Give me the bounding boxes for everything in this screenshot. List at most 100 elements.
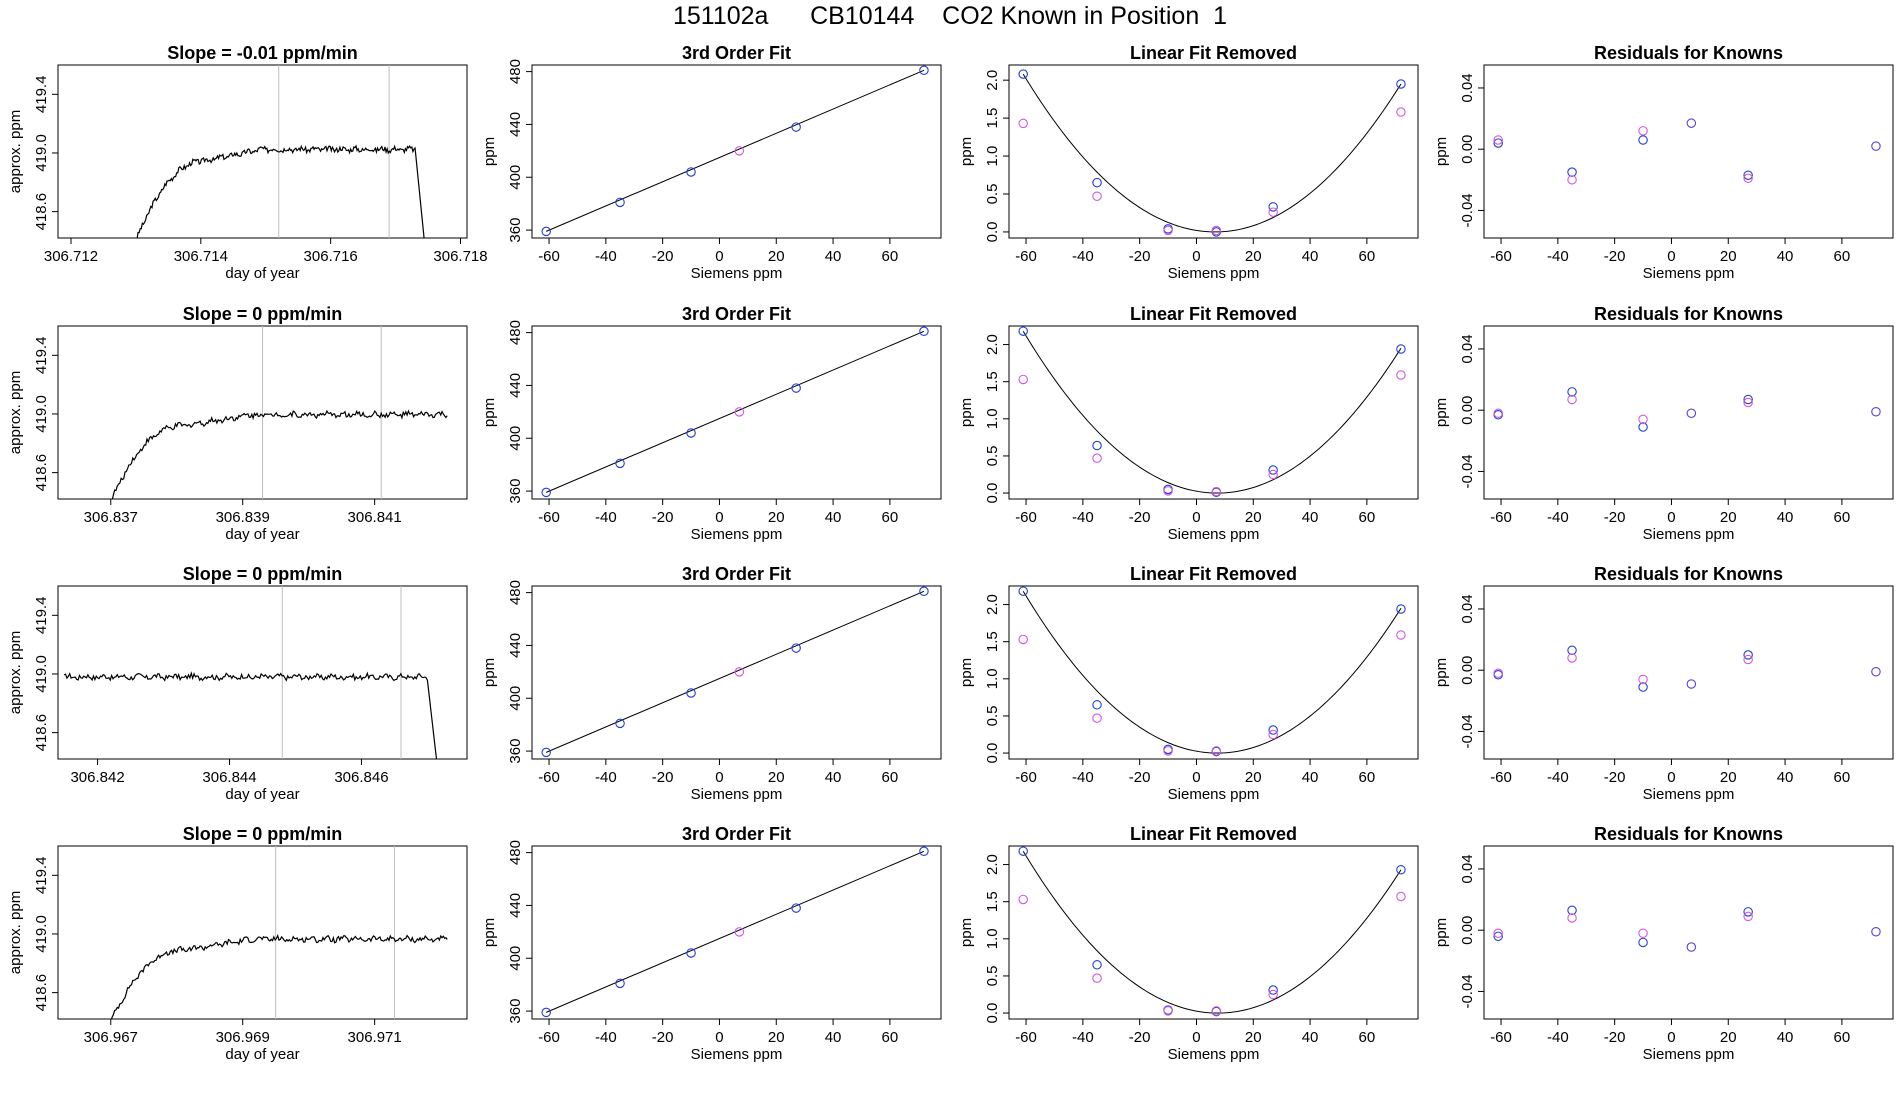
y-tick-label: 0.0 bbox=[984, 222, 1001, 243]
data-point bbox=[1493, 931, 1503, 942]
x-tick-label: 0 bbox=[1667, 1029, 1675, 1046]
data-point bbox=[1743, 911, 1753, 922]
data-point bbox=[1686, 408, 1697, 419]
x-tick-label: 306.712 bbox=[44, 248, 98, 265]
x-tick-label: 40 bbox=[1777, 248, 1794, 265]
y-tick-label: 1.0 bbox=[984, 928, 1001, 949]
y-tick-label: 0.00 bbox=[1459, 656, 1476, 685]
chart-title: Slope = -0.01 ppm/min bbox=[167, 43, 358, 63]
x-tick-label: -60 bbox=[1490, 769, 1512, 786]
data-point bbox=[1743, 170, 1753, 180]
data-point bbox=[615, 978, 625, 989]
x-axis-label: Siemens ppm bbox=[1643, 1046, 1735, 1063]
y-tick-label: 0.00 bbox=[1459, 916, 1476, 945]
x-tick-label: 0 bbox=[715, 509, 723, 526]
x-tick-label: 306.714 bbox=[174, 248, 228, 265]
x-tick-label: 20 bbox=[768, 769, 785, 786]
data-point bbox=[1743, 173, 1753, 184]
chart-fit-row-3: 3rd Order Fit -60 -40 -20 0 20 40 60 Siemens ppm… bbox=[481, 824, 942, 1063]
x-tick-label: 60 bbox=[882, 509, 899, 526]
x-axis-label: Siemens ppm bbox=[1643, 786, 1735, 803]
x-tick-label: 60 bbox=[882, 248, 899, 265]
x-tick-label: -20 bbox=[652, 769, 674, 786]
data-point bbox=[1567, 387, 1577, 397]
data-point bbox=[1638, 414, 1648, 425]
fit-curve bbox=[1022, 850, 1402, 1014]
plot-frame bbox=[531, 64, 942, 239]
y-tick-label: 480 bbox=[507, 580, 524, 605]
x-tick-label: 306.837 bbox=[84, 509, 138, 526]
y-tick-label: 2.0 bbox=[984, 854, 1001, 875]
data-point bbox=[734, 667, 745, 677]
data-point bbox=[1493, 138, 1503, 148]
chart-title: Linear Fit Removed bbox=[1130, 43, 1297, 63]
data-point bbox=[734, 407, 745, 417]
data-point bbox=[919, 586, 929, 597]
x-tick-label: 306.846 bbox=[334, 769, 388, 786]
data-point bbox=[1018, 374, 1028, 385]
x-tick-label: -40 bbox=[595, 509, 617, 526]
data-point bbox=[1396, 604, 1406, 614]
x-tick-label: 60 bbox=[1834, 1029, 1851, 1046]
x-axis-label: Siemens ppm bbox=[1643, 265, 1735, 282]
data-point bbox=[1092, 960, 1102, 970]
plot-frame bbox=[1008, 845, 1419, 1020]
y-axis-label: ppm bbox=[481, 398, 498, 427]
chart-title: Slope = 0 ppm/min bbox=[183, 304, 343, 324]
x-tick-label: -60 bbox=[538, 509, 560, 526]
data-point bbox=[1686, 118, 1697, 128]
data-trace-line bbox=[111, 409, 448, 499]
x-tick-label: 20 bbox=[1720, 769, 1737, 786]
data-point bbox=[1567, 913, 1577, 923]
data-point bbox=[1396, 891, 1406, 902]
y-tick-label: 418.6 bbox=[33, 193, 50, 231]
plot-frame bbox=[531, 325, 942, 500]
data-point bbox=[541, 1007, 551, 1018]
x-tick-label: 40 bbox=[1302, 769, 1319, 786]
plot-frame bbox=[1483, 585, 1894, 760]
x-tick-label: -20 bbox=[1604, 248, 1626, 265]
chart-resid-row-2: Residuals for Knowns -60 -40 -20 0 20 40 60 Siem… bbox=[1433, 564, 1894, 803]
chart-drift-row-0: Slope = -0.01 ppm/min 306.712 306.714 306.7… bbox=[7, 43, 488, 282]
x-tick-label: -40 bbox=[1072, 769, 1094, 786]
x-tick-label: -20 bbox=[1129, 509, 1151, 526]
y-axis-label: ppm bbox=[1433, 137, 1450, 166]
data-point bbox=[1743, 654, 1753, 665]
y-tick-label: 0.04 bbox=[1459, 73, 1476, 102]
chart-resid-row-1: Residuals for Knowns -60 -40 -20 0 20 40 60 Siem… bbox=[1433, 304, 1894, 543]
x-tick-label: -60 bbox=[1015, 509, 1037, 526]
y-tick-label: 0.5 bbox=[984, 446, 1001, 467]
data-point bbox=[1743, 397, 1753, 408]
x-tick-label: 0 bbox=[1192, 769, 1200, 786]
y-tick-label: 419.0 bbox=[33, 395, 50, 433]
figure-title: 151102a CB10144 CO2 Known in Position 1 bbox=[672, 2, 1228, 30]
data-point bbox=[1211, 1006, 1222, 1016]
y-tick-label: 0.0 bbox=[984, 483, 1001, 504]
chart-linear-row-2: Linear Fit Removed -60 -40 -20 0 20 40 60 Siemen… bbox=[958, 564, 1419, 803]
x-tick-label: 60 bbox=[1359, 1029, 1376, 1046]
chart-resid-row-0: Residuals for Knowns -60 -40 -20 0 20 40 60 Siem… bbox=[1433, 43, 1894, 282]
x-tick-label: 306.969 bbox=[216, 1029, 270, 1046]
x-tick-label: 40 bbox=[1777, 509, 1794, 526]
plot-frame bbox=[531, 585, 942, 760]
data-point bbox=[791, 903, 801, 913]
data-point bbox=[1163, 1006, 1173, 1016]
y-tick-label: 0.00 bbox=[1459, 396, 1476, 425]
data-point bbox=[1018, 69, 1028, 79]
y-tick-label: 440 bbox=[507, 893, 524, 918]
y-tick-label: 1.5 bbox=[984, 631, 1001, 652]
data-trace-line bbox=[111, 933, 448, 1019]
data-point bbox=[1686, 942, 1697, 952]
data-point bbox=[1092, 700, 1102, 710]
y-axis-label: ppm bbox=[481, 658, 498, 687]
data-point bbox=[1638, 682, 1648, 692]
chart-title: Linear Fit Removed bbox=[1130, 304, 1297, 324]
x-axis-label: Siemens ppm bbox=[691, 786, 783, 803]
y-tick-label: 0.04 bbox=[1459, 594, 1476, 623]
x-tick-label: 0 bbox=[1192, 1029, 1200, 1046]
data-point bbox=[1493, 928, 1503, 939]
x-tick-label: 20 bbox=[1720, 509, 1737, 526]
data-trace-line bbox=[63, 671, 438, 759]
x-tick-label: 40 bbox=[825, 1029, 842, 1046]
y-tick-label: 480 bbox=[507, 59, 524, 84]
